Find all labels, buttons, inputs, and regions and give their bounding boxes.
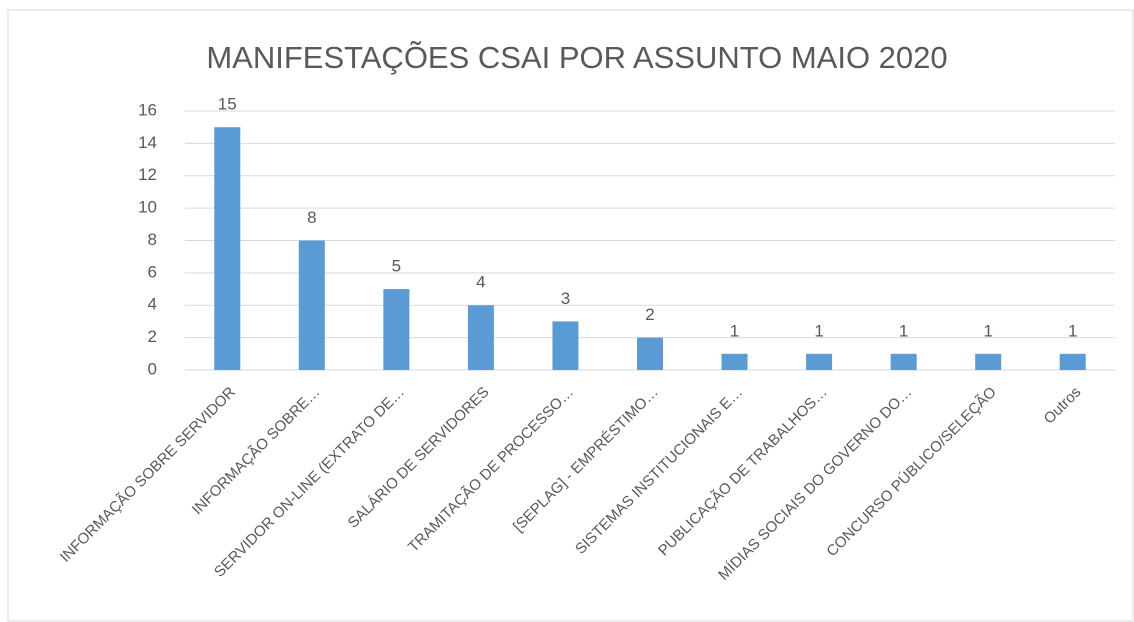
data-label: 3 [561,289,570,308]
data-label: 2 [645,305,654,324]
data-label: 15 [218,95,237,114]
y-tick-label: 16 [138,100,157,119]
bar [467,305,494,370]
data-label: 1 [899,321,908,340]
bar [890,353,917,370]
bar [214,127,241,370]
data-label: 1 [983,321,992,340]
y-tick-label: 6 [148,262,157,281]
bar [721,353,748,370]
bar [383,289,410,370]
data-label: 1 [814,321,823,340]
y-tick-label: 4 [148,295,157,314]
bar [806,353,833,370]
bar [637,337,663,370]
bar [1059,353,1086,370]
y-tick-label: 2 [148,327,157,346]
bar [298,240,325,370]
y-tick-label: 10 [138,198,157,217]
y-tick-label: 8 [148,230,157,249]
y-tick-label: 14 [138,133,157,152]
y-tick-label: 12 [138,165,157,184]
data-label: 5 [392,257,401,276]
bar [975,353,1002,370]
bar [552,321,579,370]
data-label: 1 [730,321,739,340]
chart-frame [7,9,1134,622]
data-label: 1 [1068,321,1077,340]
chart-title: MANIFESTAÇÕES CSAI POR ASSUNTO MAIO 2020 [206,40,947,75]
y-tick-label: 0 [148,359,157,378]
data-label: 8 [307,208,316,227]
data-label: 4 [476,273,485,292]
